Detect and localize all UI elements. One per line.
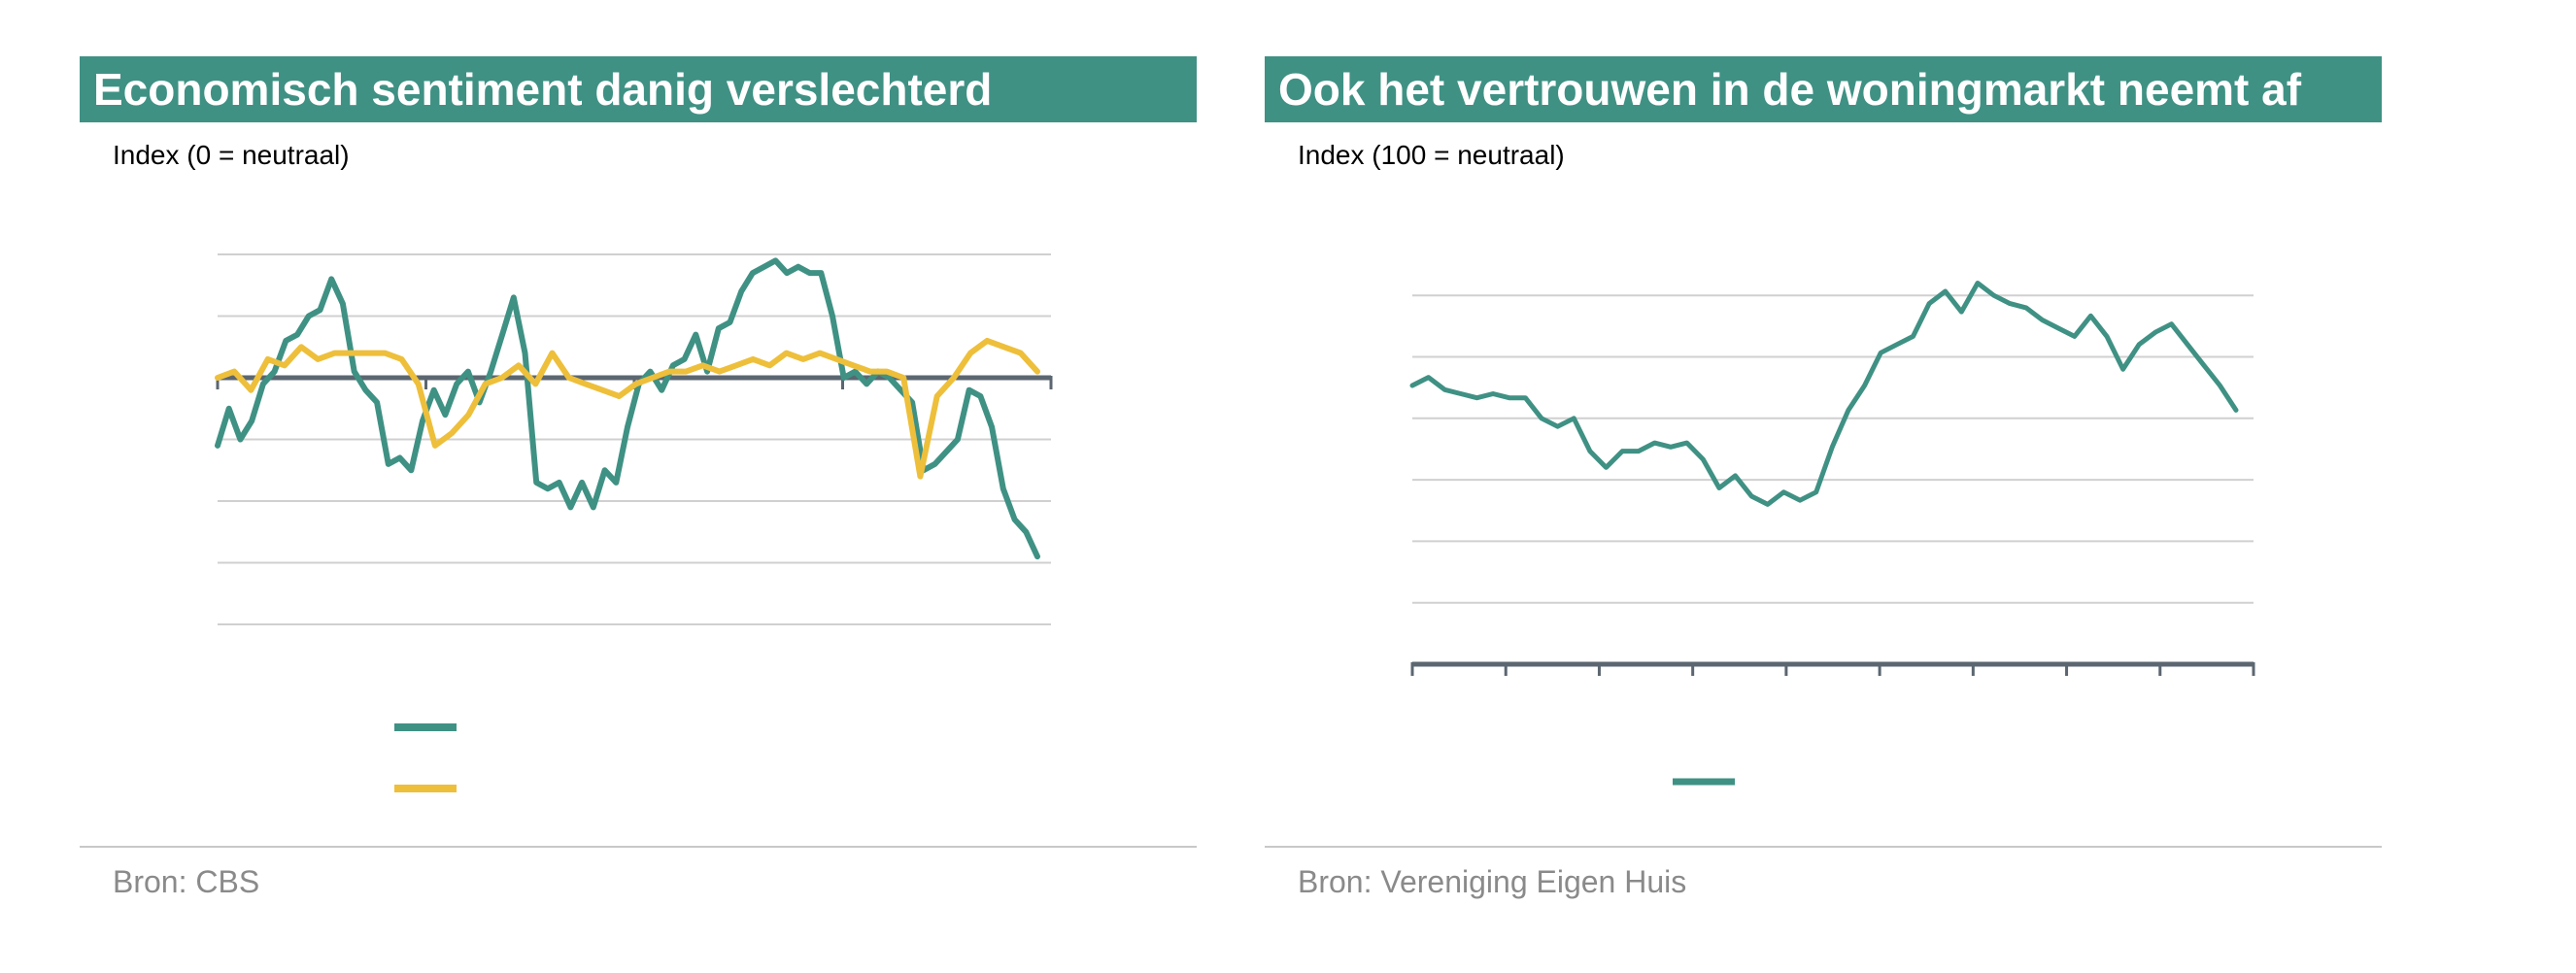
- source-note: Bron: Vereniging Eigen Huis: [1298, 864, 1687, 899]
- series-line-1: [215, 257, 1040, 560]
- source-note: Bron: CBS: [113, 864, 260, 899]
- panel-title-bar: Economisch sentiment danig verslechterd: [80, 56, 1197, 122]
- panel-woningmarkt-vertrouwen: Ook het vertrouwen in de woningmarkt nee…: [1265, 0, 2382, 973]
- footer-divider: [1265, 846, 2382, 848]
- panel-title: Economisch sentiment danig verslechterd: [93, 64, 993, 115]
- chart-subtitle: Index (100 = neutraal): [1298, 140, 1565, 170]
- panel-title: Ook het vertrouwen in de woningmarkt nee…: [1278, 64, 2302, 115]
- series-line-2: [215, 337, 1040, 480]
- chart-woningmarkt-vertrouwen: [1409, 281, 2255, 786]
- chart-economisch-sentiment: [215, 253, 1053, 792]
- panel-economisch-sentiment: Economisch sentiment danig verslechterd …: [80, 0, 1197, 973]
- chart-subtitle: Index (0 = neutraal): [113, 140, 350, 170]
- footer-divider: [80, 846, 1197, 848]
- panel-title-bar: Ook het vertrouwen in de woningmarkt nee…: [1265, 56, 2382, 122]
- series-line-1: [1409, 281, 2239, 507]
